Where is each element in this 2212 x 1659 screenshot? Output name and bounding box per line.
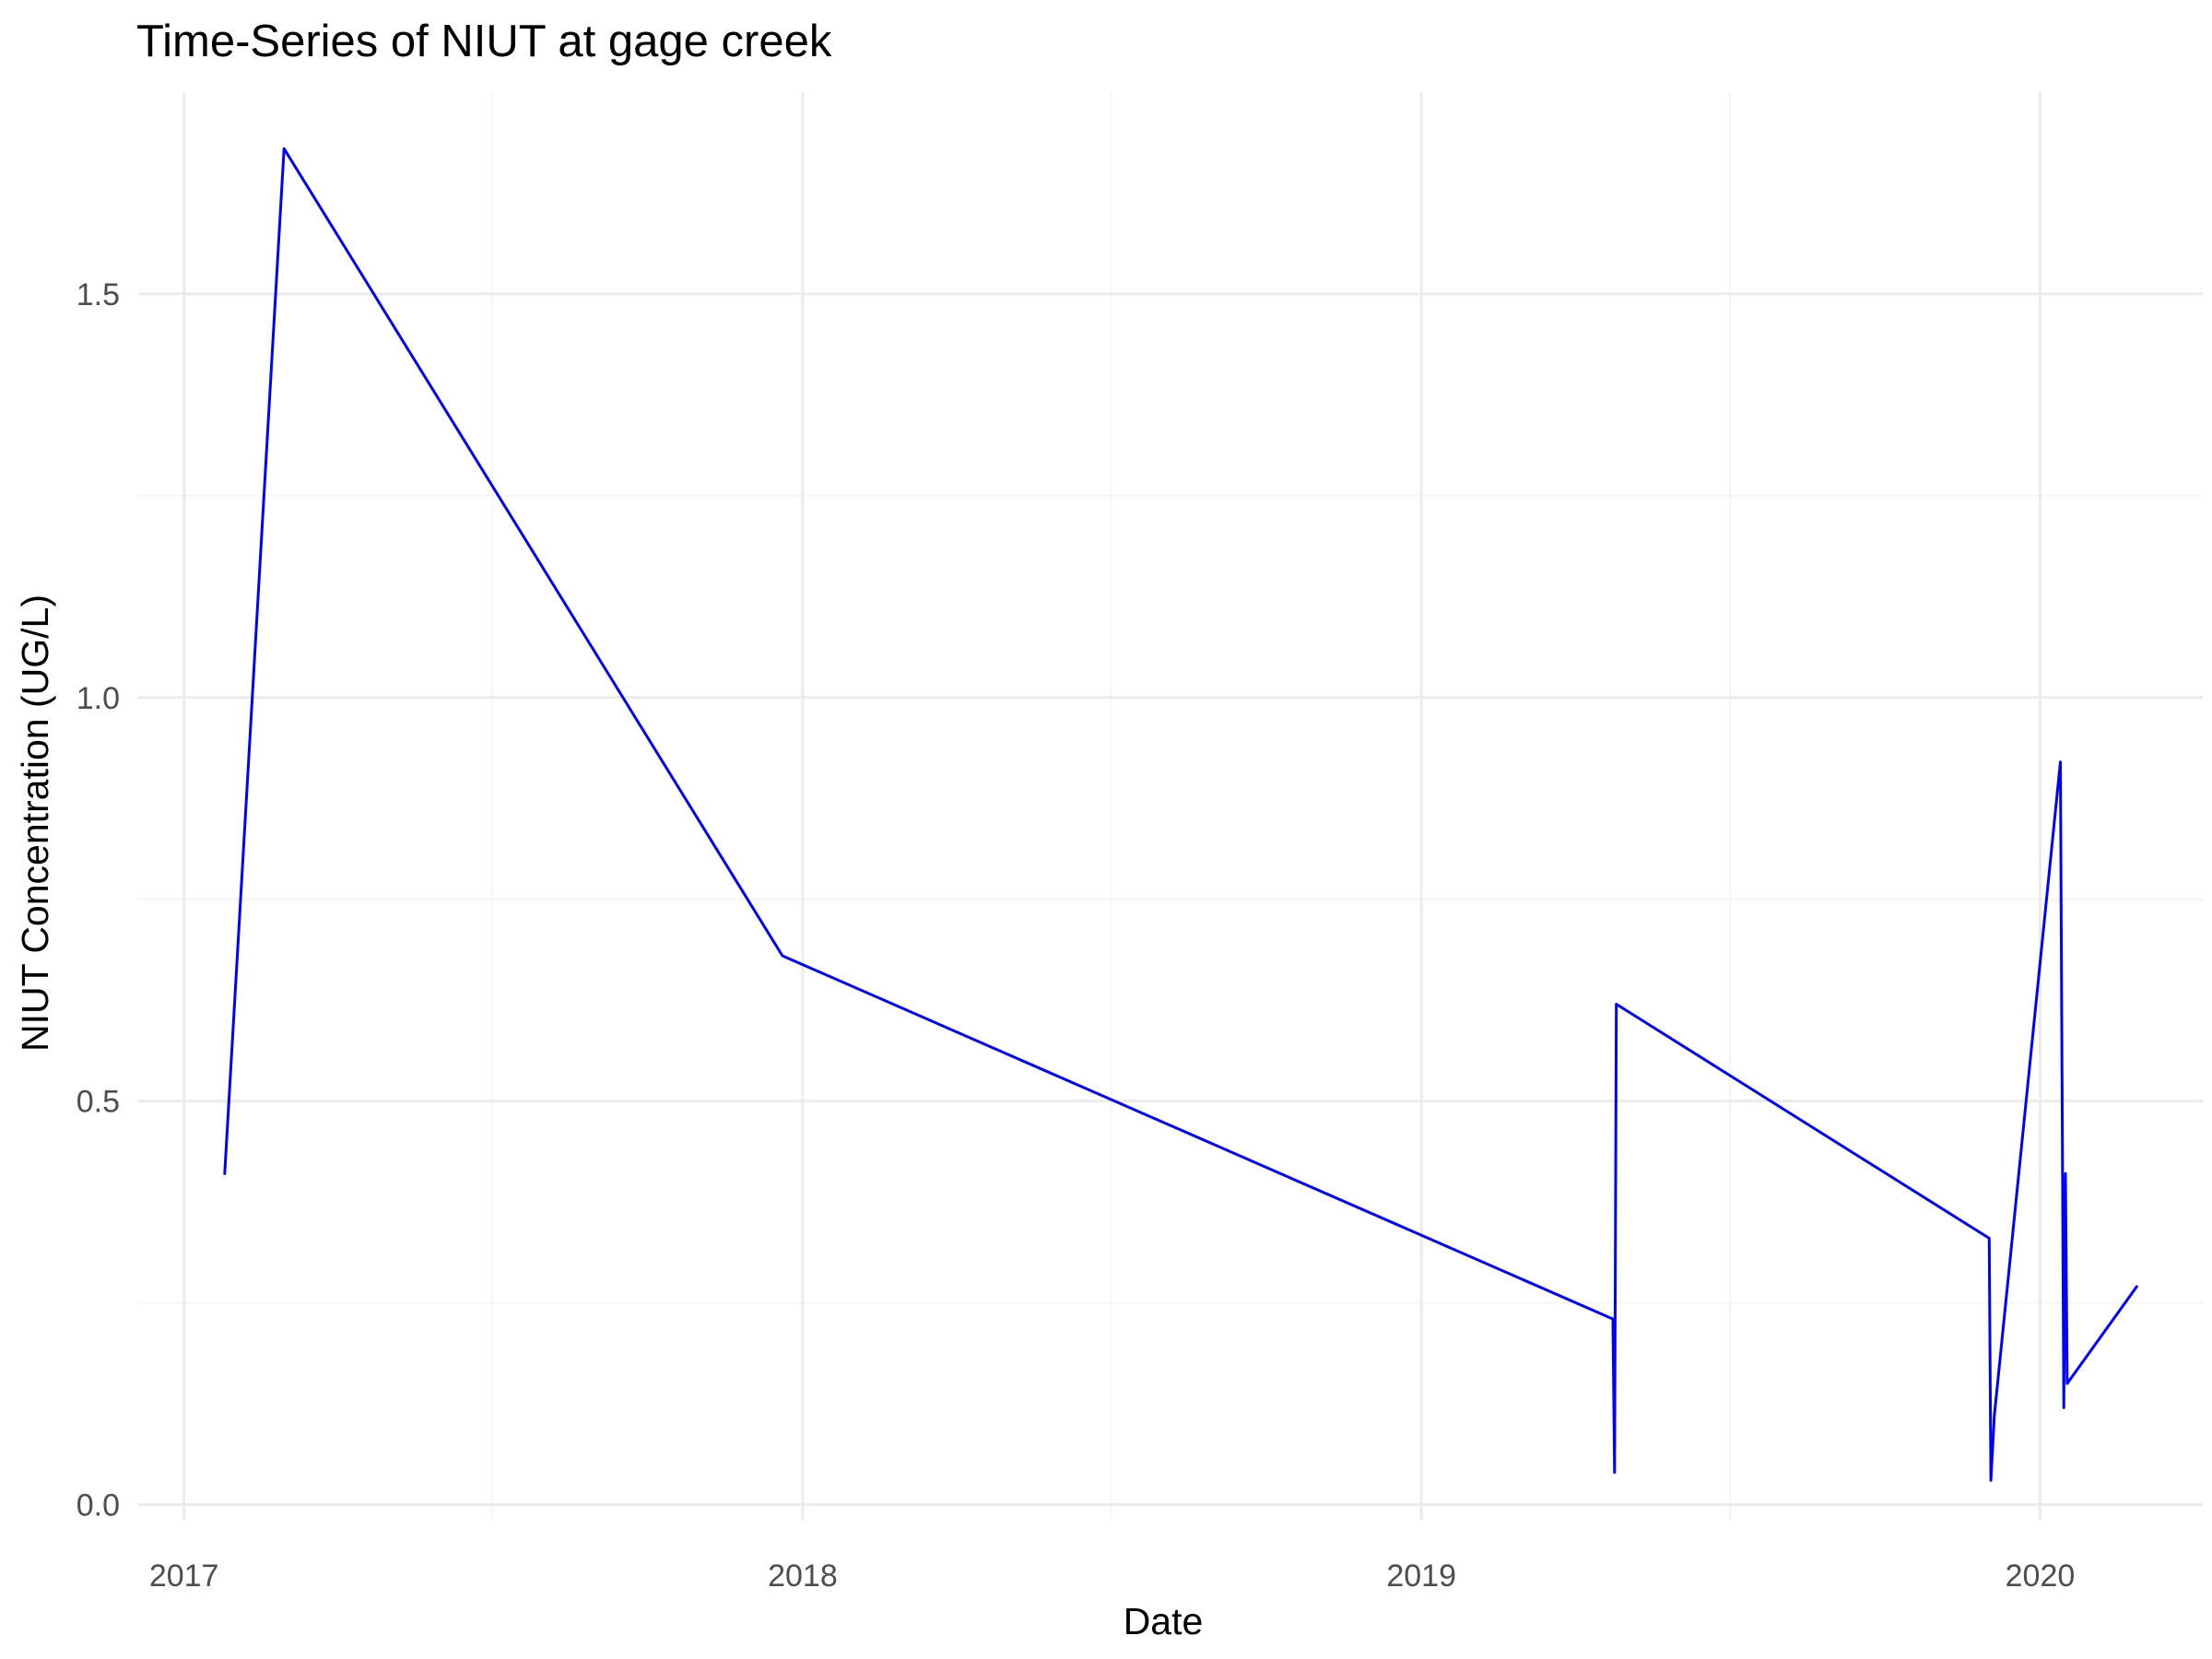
series-line [223, 147, 2138, 1482]
tick-label-layer: 2017 2018 2019 2020 0.0 0.5 1.0 1.5 [76, 277, 2076, 1594]
y-tick-label: 0.5 [76, 1085, 120, 1120]
grid-layer [138, 92, 2203, 1521]
x-axis-title: Date [1124, 1600, 1204, 1642]
x-tick-label: 2018 [768, 1559, 838, 1594]
series-layer [223, 147, 2138, 1482]
x-tick-label: 2017 [149, 1559, 219, 1594]
y-axis-title: NIUT Concentration (UG/L) [14, 594, 56, 1052]
chart-title: Time-Series of NIUT at gage creek [136, 17, 832, 66]
y-tick-label: 0.0 [76, 1488, 120, 1523]
x-tick-label: 2019 [1386, 1559, 1456, 1594]
y-tick-label: 1.5 [76, 277, 120, 312]
x-tick-label: 2020 [2006, 1559, 2076, 1594]
y-tick-label: 1.0 [76, 681, 120, 716]
